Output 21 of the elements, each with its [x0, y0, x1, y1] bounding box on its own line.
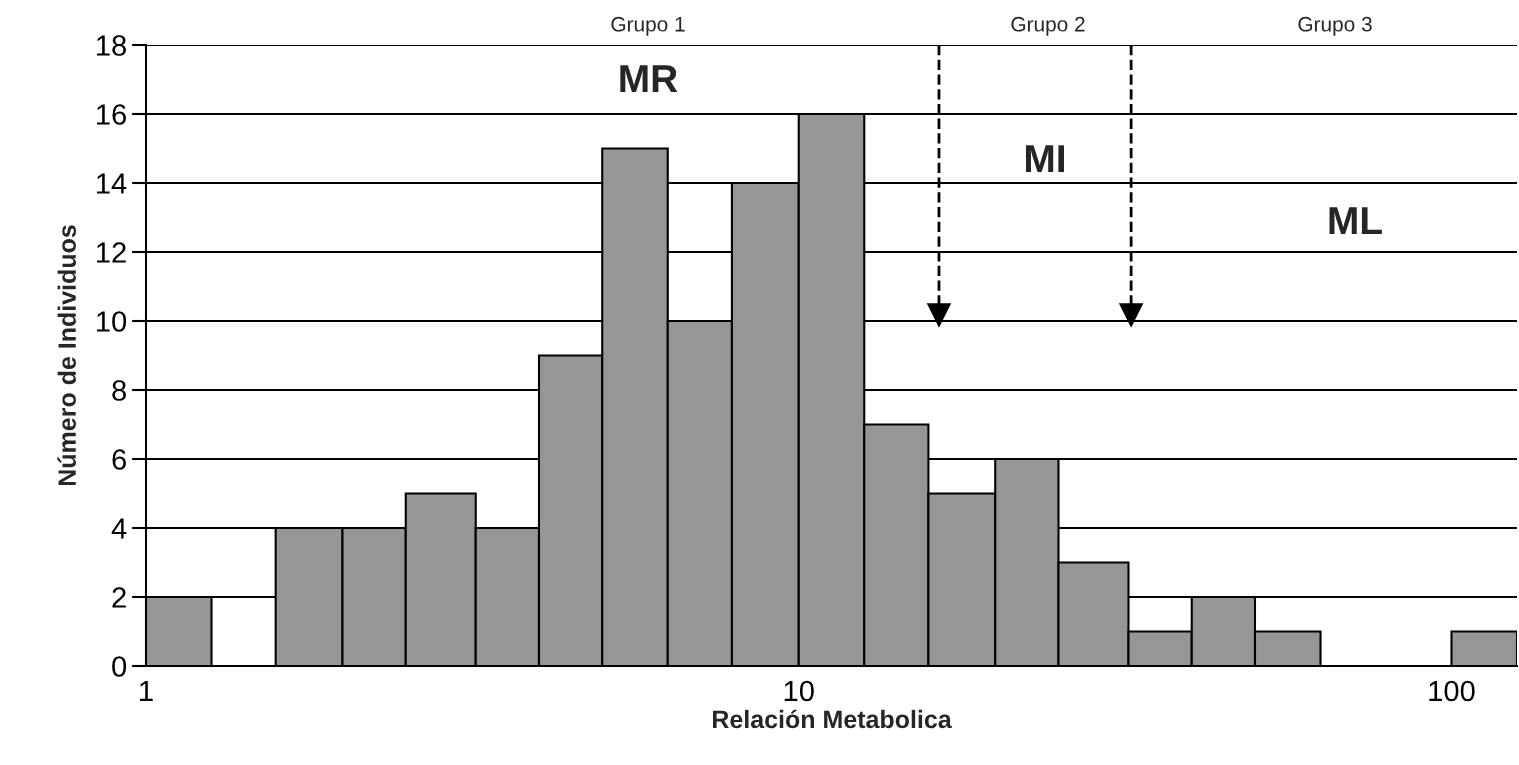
y-tick-label: 16: [97, 104, 126, 125]
text: Grupo 3: [1298, 16, 1372, 36]
y-tick-label: 14: [97, 173, 127, 194]
y-tick-label: 8: [112, 380, 126, 401]
x-tick-label: 10: [784, 680, 814, 702]
annotation: ML: [1329, 207, 1382, 235]
annotation: MI: [1026, 145, 1064, 173]
x-axis-title: Relación Metabolica: [713, 709, 952, 729]
y-tick-label: 10: [97, 311, 127, 332]
y-tick-label: 2: [112, 587, 126, 608]
y-tick-label: 4: [111, 518, 127, 539]
text: Grupo 2: [1011, 16, 1085, 36]
y-tick-label: 12: [97, 242, 126, 263]
text: Grupo 1: [611, 16, 685, 36]
y-axis-title: Número de Individuos: [57, 225, 76, 486]
y-tick-label: 6: [112, 449, 126, 470]
y-tick-label: 18: [97, 35, 126, 56]
y-tick-label: 0: [112, 656, 127, 677]
x-tick-label: 1: [140, 680, 153, 702]
annotation: MR: [620, 65, 678, 93]
x-tick-label: 100: [1429, 680, 1475, 702]
